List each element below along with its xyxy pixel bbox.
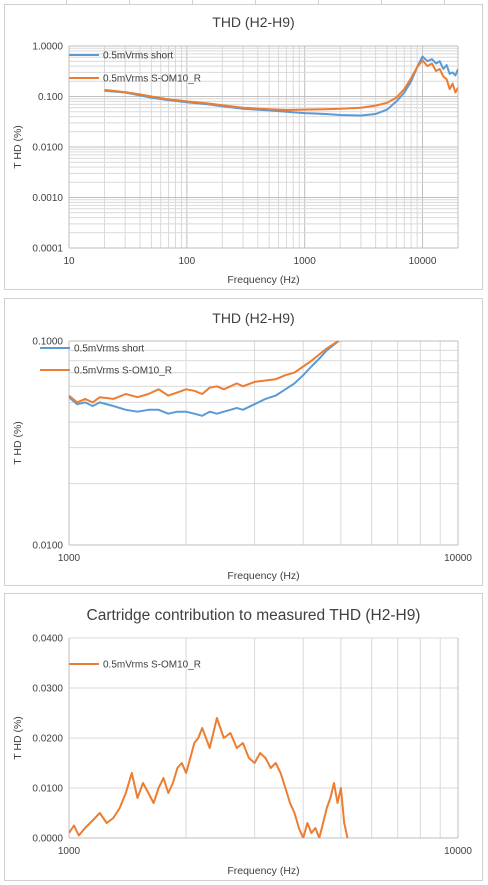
y-axis-label: T HD (%) [12, 716, 24, 760]
legend-label: 0.5mVrms short [103, 51, 173, 62]
series-line-som10r [69, 717, 349, 838]
chart-thd-full-svg: THD (H2-H9) 1.0000 0.100 0.0100 0.0010 0.0001… [12, 14, 459, 286]
chart-cartridge-contribution-svg: Cartridge contribution to measured THD (… [12, 607, 472, 877]
series-line-som10r [69, 341, 340, 404]
legend-label: 0.5mVrms S-OM10_R [103, 74, 201, 85]
x-axis-label: Frequency (Hz) [227, 865, 299, 877]
x-tick-label: 1000 [294, 256, 317, 267]
legend-label: 0.5mVrms short [74, 344, 144, 355]
sheet-column-marker [129, 0, 130, 4]
chart-title: THD (H2-H9) [212, 14, 294, 30]
sheet-column-marker [66, 0, 67, 4]
y-tick-label: 0.0400 [32, 634, 63, 645]
sheet-column-marker [192, 0, 193, 4]
chart-panel-cartridge-contribution[interactable]: Cartridge contribution to measured THD (… [4, 593, 483, 881]
y-tick-label: 0.0100 [32, 784, 63, 795]
series-line-short [104, 55, 458, 117]
series-line-som10r [104, 59, 458, 111]
y-tick-label: 0.0010 [32, 193, 63, 204]
x-tick-label: 1000 [58, 846, 81, 857]
x-axis-label: Frequency (Hz) [227, 570, 299, 582]
y-axis-label: T HD (%) [12, 421, 24, 465]
y-tick-label: 0.0100 [32, 541, 63, 552]
y-tick-label: 0.0200 [32, 734, 63, 745]
chart-panel-thd-full[interactable]: THD (H2-H9) 1.0000 0.100 0.0100 0.0010 0.0001… [4, 4, 483, 290]
x-tick-label: 10000 [409, 256, 437, 267]
x-tick-label: 10000 [444, 553, 472, 564]
y-tick-label: 0.100 [38, 92, 63, 103]
x-tick-label: 10000 [444, 846, 472, 857]
series-line-short [69, 341, 341, 417]
y-tick-label: 0.1000 [32, 337, 63, 348]
x-axis-label: Frequency (Hz) [227, 274, 299, 286]
x-tick-label: 10 [63, 256, 75, 267]
y-tick-label: 0.0300 [32, 684, 63, 695]
y-tick-label: 0.0001 [32, 244, 63, 255]
chart-title: Cartridge contribution to measured THD (… [87, 607, 421, 624]
sheet-column-marker [444, 0, 445, 4]
sheet-column-marker [318, 0, 319, 4]
x-tick-label: 100 [178, 256, 195, 267]
legend-label: 0.5mVrms S-OM10_R [103, 660, 201, 671]
chart-panel-thd-zoom[interactable]: THD (H2-H9) 0.1000 0.0100 1000 10000 Frequenc… [4, 298, 483, 586]
y-tick-label: 0.0000 [32, 834, 63, 845]
sheet-column-marker [381, 0, 382, 4]
chart-title: THD (H2-H9) [212, 310, 294, 326]
x-tick-label: 1000 [58, 553, 81, 564]
legend-label: 0.5mVrms S-OM10_R [74, 366, 172, 377]
sheet-column-marker [255, 0, 256, 4]
y-tick-label: 0.0100 [32, 143, 63, 154]
y-tick-label: 1.0000 [32, 42, 63, 53]
y-axis-label: T HD (%) [12, 125, 24, 169]
